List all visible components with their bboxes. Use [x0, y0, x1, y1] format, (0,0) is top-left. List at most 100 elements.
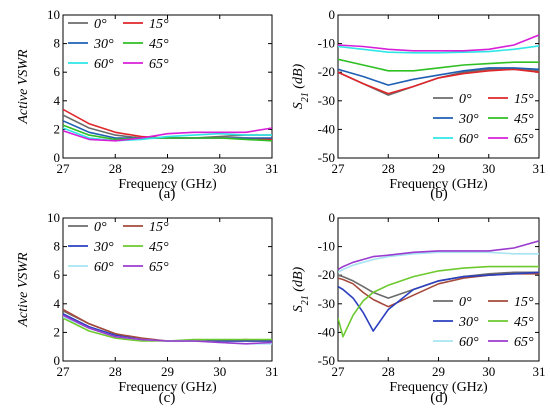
x-tick-label: 31	[533, 364, 546, 379]
y-tick-label: -20	[318, 64, 335, 79]
chart-panel: 27 28 29 30 31 -50 -40 -30 -20 -10 0 Frequency (GHz…	[291, 7, 546, 202]
series-line-45	[338, 58, 539, 72]
panel-caption: (c)	[159, 390, 176, 406]
x-tick-label: 29	[432, 364, 445, 379]
x-axis-label: Frequency (GHz)	[389, 177, 488, 192]
y-tick-label: 0	[54, 150, 61, 165]
x-tick-label: 27	[332, 161, 346, 176]
y-tick-label: 2	[54, 324, 61, 339]
x-tick-label: 30	[482, 364, 495, 379]
y-tick-label: -50	[318, 150, 335, 165]
panel-caption: (d)	[430, 390, 448, 406]
legend-label: 65°	[514, 132, 534, 147]
series-line-0	[338, 271, 539, 299]
x-tick-label: 29	[161, 364, 174, 379]
y-axis-label: S21 (dB)	[291, 63, 311, 109]
legend-label: 60°	[94, 57, 114, 72]
y-tick-label: 10	[47, 210, 60, 225]
series-line-30	[338, 67, 539, 86]
x-tick-label: 31	[266, 364, 279, 379]
y-tick-label: -40	[318, 121, 335, 136]
series-line-0	[338, 68, 539, 96]
legend-label: 65°	[149, 57, 169, 72]
x-tick-label: 30	[213, 364, 226, 379]
legend-label: 60°	[459, 132, 479, 147]
series-line-65	[63, 127, 272, 142]
y-tick-label: 0	[329, 7, 336, 22]
series-line-60	[63, 127, 272, 142]
series-line-45	[338, 265, 539, 338]
legend-label: 45°	[149, 240, 169, 255]
y-tick-label: 6	[54, 64, 61, 79]
y-tick-label: -50	[318, 353, 335, 368]
series-line-15	[63, 308, 272, 342]
legend-label: 60°	[94, 260, 114, 275]
x-tick-label: 28	[109, 364, 122, 379]
y-tick-label: 8	[54, 239, 61, 254]
x-tick-label: 27	[57, 161, 71, 176]
x-axis-label: Frequency (GHz)	[118, 177, 217, 192]
legend-label: 65°	[514, 335, 534, 350]
y-tick-label: -30	[318, 93, 335, 108]
x-tick-label: 27	[57, 364, 71, 379]
x-tick-label: 29	[161, 161, 174, 176]
y-tick-label: 6	[54, 267, 61, 282]
series-line-45	[63, 124, 272, 142]
legend-label: 0°	[459, 295, 472, 310]
y-tick-label: 2	[54, 121, 61, 136]
y-tick-label: 4	[54, 296, 61, 311]
legend-label: 15°	[149, 220, 169, 235]
y-tick-label: -40	[318, 324, 335, 339]
y-tick-label: -30	[318, 296, 335, 311]
series-line-60	[338, 251, 539, 273]
x-tick-label: 31	[266, 161, 279, 176]
y-axis-label: Active VSWR	[16, 252, 31, 328]
x-tick-label: 28	[382, 161, 395, 176]
series-line-65	[338, 240, 539, 271]
x-tick-label: 29	[432, 161, 445, 176]
series-line-60	[338, 45, 539, 54]
legend-label: 30°	[458, 112, 479, 127]
x-tick-label: 28	[382, 364, 395, 379]
legend-label: 45°	[514, 315, 534, 330]
y-axis-label: S21 (dB)	[291, 266, 311, 312]
legend-label: 45°	[149, 37, 169, 52]
y-tick-label: -10	[318, 36, 335, 51]
series-line-30	[63, 313, 272, 342]
chart-panel: 27 28 29 30 31 0 2 4 6 8 10 Frequency (GHz) Active V…	[16, 7, 279, 202]
legend-label: 30°	[93, 240, 114, 255]
legend-label: 15°	[149, 17, 169, 32]
y-tick-label: 10	[47, 7, 60, 22]
legend-label: 65°	[149, 260, 169, 275]
legend-label: 0°	[459, 92, 472, 107]
chart-panel: 27 28 29 30 31 0 2 4 6 8 10 Frequency (GHz) Active V…	[16, 210, 279, 406]
series-line-30	[338, 271, 539, 332]
x-tick-label: 28	[109, 161, 122, 176]
legend-label: 45°	[514, 112, 534, 127]
y-tick-label: 0	[54, 353, 61, 368]
series-line-65	[338, 34, 539, 52]
legend-label: 15°	[514, 295, 534, 310]
x-axis-label: Frequency (GHz)	[118, 380, 217, 395]
y-tick-label: 4	[54, 93, 61, 108]
x-tick-label: 30	[213, 161, 226, 176]
series-line-15	[338, 68, 539, 95]
x-tick-label: 27	[332, 364, 346, 379]
legend-label: 0°	[94, 220, 107, 235]
legend-label: 60°	[459, 335, 479, 350]
x-tick-label: 30	[482, 161, 495, 176]
x-tick-label: 31	[533, 161, 546, 176]
x-axis-label: Frequency (GHz)	[389, 380, 488, 395]
y-tick-label: 0	[329, 210, 336, 225]
chart-panel: 27 28 29 30 31 -50 -40 -30 -20 -10 0 Frequency (GHz…	[291, 210, 546, 406]
series-line-65	[63, 314, 272, 345]
panel-caption: (a)	[159, 186, 176, 202]
y-tick-label: 8	[54, 36, 61, 51]
legend-label: 15°	[514, 92, 534, 107]
y-tick-label: -10	[318, 239, 335, 254]
legend-label: 0°	[94, 17, 107, 32]
panel-caption: (b)	[430, 186, 448, 202]
legend-label: 30°	[458, 315, 479, 330]
legend-label: 30°	[93, 37, 114, 52]
